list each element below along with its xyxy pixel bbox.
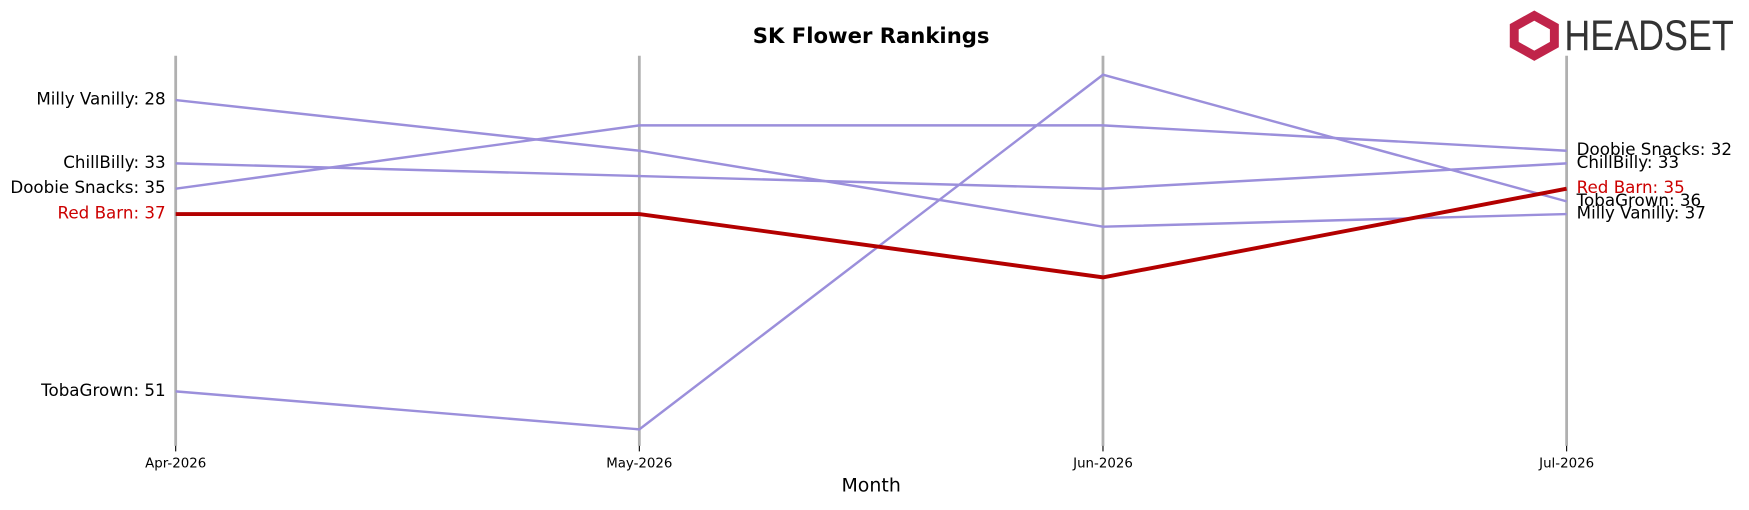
x-tick-label: May-2026 bbox=[606, 457, 672, 472]
value-label: Doobie Snacks: 32 bbox=[1577, 139, 1732, 159]
x-tick-label: Apr-2026 bbox=[145, 457, 206, 472]
value-label: Red Barn: 37 bbox=[58, 203, 166, 223]
x-tick-label: Jul-2026 bbox=[1538, 457, 1594, 472]
x-tick-label: Jun-2026 bbox=[1072, 457, 1133, 472]
value-label: ChillBilly: 33 bbox=[1577, 152, 1679, 172]
logo-icon bbox=[1509, 10, 1559, 61]
plot-area: Apr-2026 May-2026 Jun-2026 Jul-2026 Milly Va… bbox=[10, 55, 1732, 472]
logo: HEADSET bbox=[1509, 10, 1734, 61]
series-line bbox=[175, 73, 1567, 431]
value-label: TobaGrown: 51 bbox=[40, 380, 166, 400]
x-axis-label: Month bbox=[841, 474, 900, 496]
value-label: Milly Vanilly: 37 bbox=[1577, 203, 1706, 223]
value-label: Milly Vanilly: 28 bbox=[36, 89, 165, 109]
series-line bbox=[175, 186, 1567, 280]
value-label: ChillBilly: 33 bbox=[63, 152, 165, 172]
value-label: Red Barn: 35 bbox=[1577, 177, 1685, 197]
series-line bbox=[175, 162, 1567, 190]
series-line bbox=[175, 124, 1567, 190]
chart-title: SK Flower Rankings bbox=[753, 23, 990, 48]
value-label: Doobie Snacks: 35 bbox=[10, 177, 165, 197]
value-label: TobaGrown: 36 bbox=[1576, 190, 1702, 210]
logo-text: HEADSET bbox=[1564, 12, 1733, 59]
series-line bbox=[175, 98, 1567, 228]
